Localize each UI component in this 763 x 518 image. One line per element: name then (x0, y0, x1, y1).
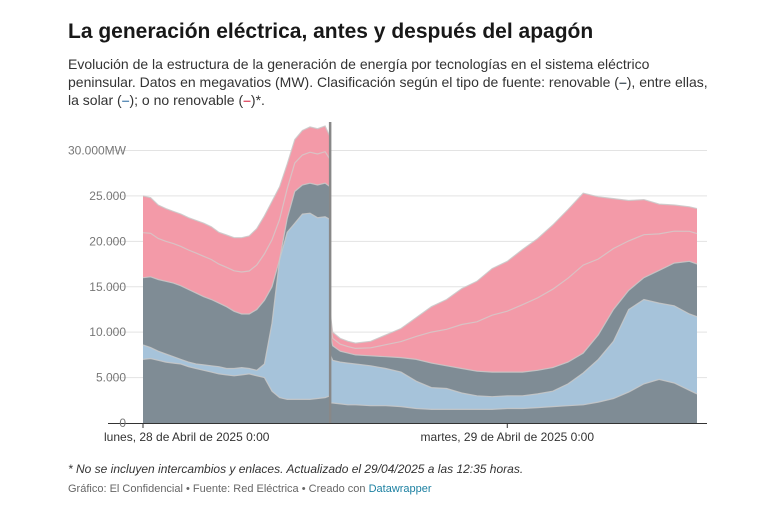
area-base (143, 358, 697, 423)
y-tick-label-6: 30.000MW (68, 144, 127, 158)
legend-chip-no-renovable: – (243, 92, 251, 108)
y-tick-label-0: 0 (119, 416, 126, 430)
y-tick-label-2: 10.000 (89, 325, 126, 339)
x-axis: lunes, 28 de Abril de 2025 0:00 martes, 2… (104, 423, 594, 444)
y-axis: 0 5.000 10.000 15.000 20.000 25.000 30.000MW (68, 144, 127, 431)
area-solar (143, 213, 697, 423)
line-renovable (142, 182, 698, 373)
line-solar (142, 212, 698, 398)
line-inner-band (142, 150, 698, 350)
y-tick-label-4: 20.000 (89, 234, 126, 248)
area-series (143, 126, 697, 423)
x-tick-label-0: lunes, 28 de Abril de 2025 0:00 (104, 430, 270, 444)
x-tick-label-1: martes, 29 de Abril de 2025 0:00 (421, 430, 595, 444)
datawrapper-link[interactable]: Datawrapper (368, 483, 432, 495)
legend-chip-solar: – (121, 92, 130, 108)
line-base (142, 357, 698, 410)
credits: Gráfico: El Confidencial • Fuente: Red E… (68, 483, 432, 495)
subtitle-text-4: )*. (250, 92, 265, 108)
subtitle-text-3: ); o no renovable ( (129, 92, 244, 108)
chart-subtitle: Evolución de la estructura de la generac… (68, 55, 718, 109)
subtitle-text-2: ), entre ellas, la solar ( (68, 74, 708, 108)
chart-overlay (108, 122, 707, 424)
y-tick-label-3: 15.000 (89, 280, 126, 294)
subtitle-text-1: Evolución de la estructura de la generac… (68, 56, 650, 90)
credits-text: Gráfico: El Confidencial • Fuente: Red E… (68, 483, 369, 495)
chart-title: La generación eléctrica, antes y después… (68, 20, 594, 43)
y-tick-label-5: 25.000 (89, 189, 126, 203)
y-tick-label-1: 5.000 (96, 371, 126, 385)
legend-chip-renovable: – (618, 74, 627, 90)
footnote: * No se incluyen intercambios y enlaces.… (68, 462, 524, 476)
line-total (142, 125, 698, 344)
